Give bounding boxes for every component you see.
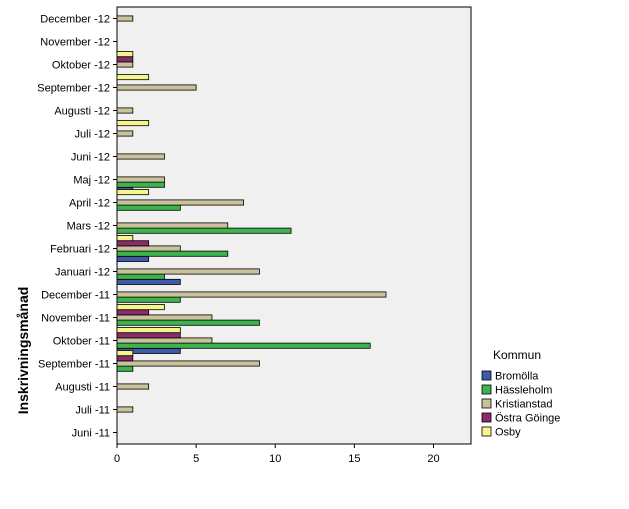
y-ticks-group: December -12 November -12 Oktober -12 Septe… (37, 14, 117, 440)
bar-h-ssleholm (116, 296, 181, 303)
y-tick-label: September -11 (38, 359, 110, 371)
y-tick-label: April -12 (69, 198, 110, 210)
legend-label: Osby (495, 427, 521, 439)
bar--stra-g-inge (116, 332, 181, 339)
bar--stra-g-inge (116, 309, 150, 316)
y-tick-label: Augusti -12 (54, 106, 110, 118)
y-tick-label: Oktober -11 (53, 336, 110, 348)
y-tick-label: December -12 (40, 14, 110, 26)
x-tick-label: 10 (269, 453, 281, 465)
bar-kristianstad (116, 222, 229, 229)
bar-kristianstad (116, 15, 134, 22)
bar-kristianstad (116, 337, 213, 344)
x-tick-label: 15 (348, 453, 360, 465)
bar-h-ssleholm (116, 319, 260, 326)
y-tick-label: Juni -11 (72, 428, 110, 440)
bar-kristianstad (116, 84, 197, 91)
bar-kristianstad (116, 268, 260, 275)
y-tick-label: November -12 (40, 37, 110, 49)
bar-brom-lla (116, 255, 150, 262)
bar-kristianstad (116, 176, 165, 183)
y-tick-label: Mars -12 (67, 221, 110, 233)
bar-h-ssleholm (116, 273, 165, 280)
bar-kristianstad (116, 153, 165, 160)
legend-label: Hässleholm (495, 385, 552, 397)
x-ticks-group: 0 5 10 15 20 (114, 444, 440, 465)
legend-swatch (481, 426, 492, 437)
legend: Kommun Bromölla Hässleholm Kristianstad Öst… (481, 348, 560, 439)
bar-h-ssleholm (116, 181, 165, 188)
y-tick-label: Februari -12 (50, 244, 110, 256)
bar-osby (116, 327, 181, 334)
y-tick-label: Juni -12 (71, 152, 110, 164)
legend-label: Östra Göinge (495, 413, 560, 425)
bar-kristianstad (116, 383, 150, 390)
x-tick-label: 5 (193, 453, 199, 465)
bar-kristianstad (116, 130, 134, 137)
legend-swatch (481, 412, 492, 423)
bar-kristianstad (116, 61, 134, 68)
bar-kristianstad (116, 406, 134, 413)
bar-h-ssleholm (116, 365, 134, 372)
bar-kristianstad (116, 199, 244, 206)
x-tick-label: 0 (114, 453, 120, 465)
bar-osby (116, 74, 150, 81)
y-tick-label: Juli -12 (75, 129, 110, 141)
y-tick-label: Oktober -12 (52, 60, 110, 72)
bar-kristianstad (116, 245, 181, 252)
bar-kristianstad (116, 314, 213, 321)
bar-h-ssleholm (116, 342, 371, 349)
legend-swatch (481, 398, 492, 409)
y-tick-label: December -11 (41, 290, 110, 302)
bars-group (116, 15, 387, 413)
bar-osby (116, 235, 134, 242)
legend-swatch (481, 384, 492, 395)
legend-swatch (481, 370, 492, 381)
legend-title: Kommun (493, 348, 541, 362)
y-tick-label: Januari -12 (55, 267, 110, 279)
bar-kristianstad (116, 107, 134, 114)
bar--stra-g-inge (116, 56, 134, 63)
bar-osby (116, 51, 134, 58)
bar-osby (116, 189, 150, 196)
y-tick-label: Augusti -11 (55, 382, 110, 394)
bar-h-ssleholm (116, 250, 229, 257)
legend-label: Kristianstad (495, 399, 552, 411)
bar-brom-lla (116, 278, 181, 285)
y-tick-label: November -11 (41, 313, 110, 325)
y-axis-label: Inskrivningsmånad (15, 287, 31, 415)
bar-osby (116, 304, 165, 311)
legend-label: Bromölla (495, 371, 539, 383)
bar--stra-g-inge (116, 355, 134, 362)
bar-h-ssleholm (116, 204, 181, 211)
bar-h-ssleholm (116, 227, 292, 234)
bar-kristianstad (116, 360, 260, 367)
y-tick-label: Maj -12 (73, 175, 110, 187)
y-tick-label: Juli -11 (75, 405, 110, 417)
bar-osby (116, 350, 134, 357)
y-tick-label: September -12 (37, 83, 110, 95)
bar--stra-g-inge (116, 240, 150, 247)
bar-osby (116, 120, 150, 127)
x-tick-label: 20 (427, 453, 439, 465)
bar-kristianstad (116, 291, 387, 298)
